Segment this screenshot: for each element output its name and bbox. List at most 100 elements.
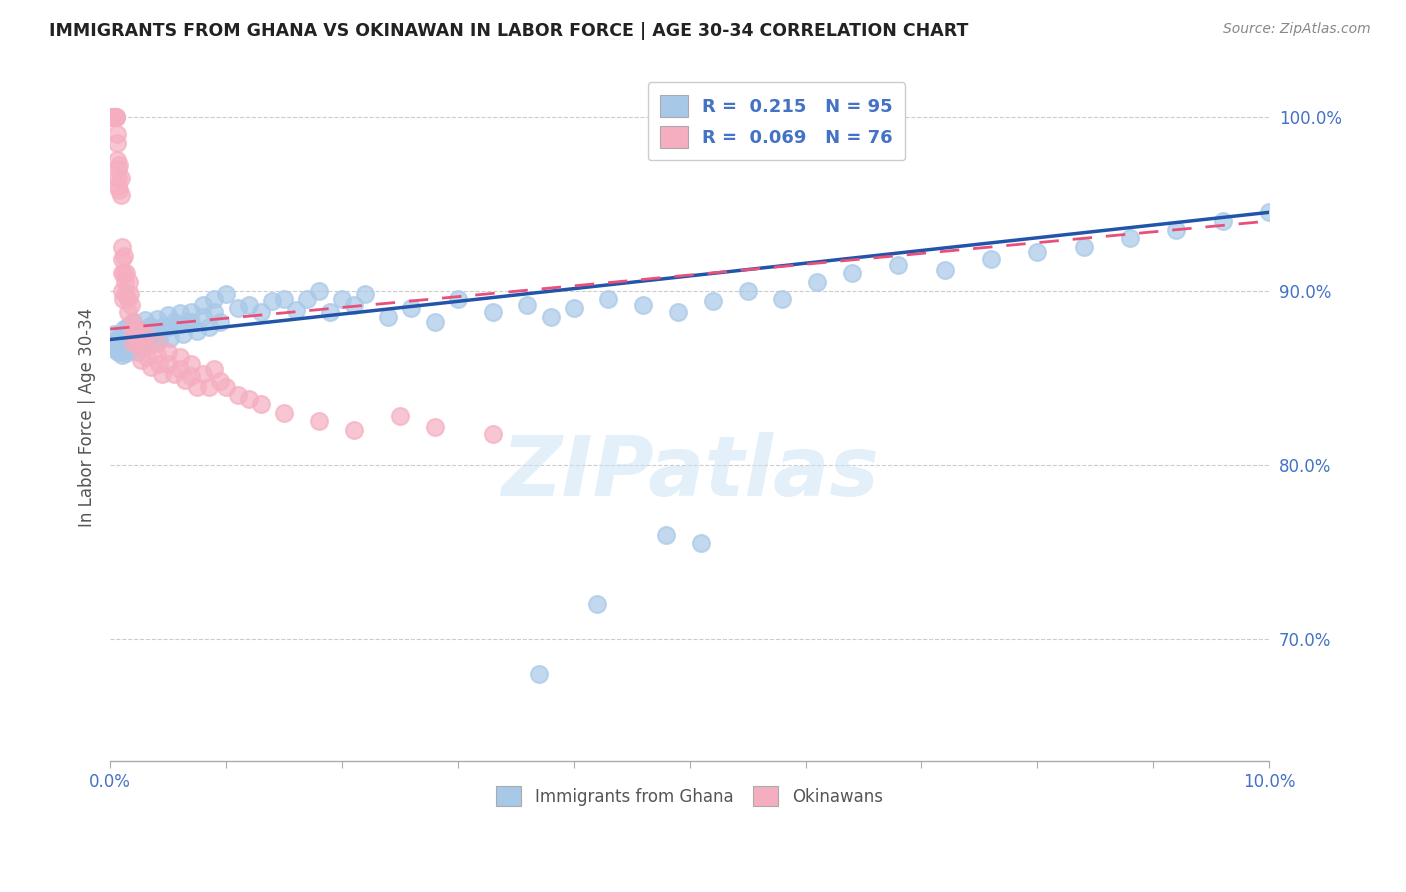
Point	[136, 350, 159, 364]
Point	[308, 414, 330, 428]
Point	[540, 310, 562, 324]
Point	[169, 317, 191, 331]
Point	[131, 339, 153, 353]
Point	[250, 304, 273, 318]
Point	[423, 419, 446, 434]
Point	[107, 161, 129, 176]
Point	[117, 318, 139, 333]
Point	[101, 110, 124, 124]
Point	[108, 158, 131, 172]
Point	[134, 324, 156, 338]
Point	[138, 318, 160, 333]
Point	[145, 324, 167, 338]
Point	[163, 368, 186, 382]
Point	[209, 374, 232, 388]
Point	[934, 262, 956, 277]
Point	[110, 188, 132, 202]
Point	[103, 110, 125, 124]
Point	[702, 294, 724, 309]
Point	[122, 315, 145, 329]
Point	[163, 315, 186, 329]
Point	[586, 597, 609, 611]
Point	[388, 409, 411, 424]
Point	[139, 360, 162, 375]
Point	[1212, 214, 1234, 228]
Point	[423, 315, 446, 329]
Point	[111, 284, 134, 298]
Point	[1026, 245, 1049, 260]
Point	[633, 298, 655, 312]
Legend: Immigrants from Ghana, Okinawans: Immigrants from Ghana, Okinawans	[488, 778, 891, 814]
Point	[191, 298, 214, 312]
Point	[273, 406, 295, 420]
Point	[295, 293, 318, 307]
Point	[145, 348, 167, 362]
Point	[204, 304, 226, 318]
Point	[114, 334, 136, 349]
Point	[174, 373, 197, 387]
Point	[104, 343, 127, 357]
Point	[120, 298, 142, 312]
Point	[191, 310, 214, 324]
Text: ZIPatlas: ZIPatlas	[501, 432, 879, 513]
Point	[104, 333, 127, 347]
Point	[134, 327, 156, 342]
Point	[127, 344, 149, 359]
Point	[104, 110, 127, 124]
Point	[136, 334, 159, 349]
Point	[169, 362, 191, 376]
Point	[169, 306, 191, 320]
Point	[122, 336, 145, 351]
Point	[104, 110, 127, 124]
Point	[120, 327, 142, 342]
Point	[157, 320, 180, 334]
Point	[284, 302, 307, 317]
Point	[226, 388, 249, 402]
Point	[124, 322, 146, 336]
Point	[330, 293, 353, 307]
Point	[117, 293, 139, 307]
Point	[666, 304, 689, 318]
Point	[118, 331, 141, 345]
Point	[104, 110, 127, 124]
Point	[115, 266, 138, 280]
Point	[124, 324, 146, 338]
Point	[118, 287, 141, 301]
Point	[342, 298, 364, 312]
Point	[186, 324, 208, 338]
Point	[131, 353, 153, 368]
Point	[142, 336, 165, 351]
Point	[980, 252, 1002, 267]
Point	[101, 110, 124, 124]
Point	[157, 344, 180, 359]
Point	[134, 313, 156, 327]
Point	[111, 240, 134, 254]
Point	[111, 293, 134, 307]
Point	[111, 348, 134, 362]
Point	[159, 331, 181, 345]
Point	[481, 304, 503, 318]
Point	[308, 284, 330, 298]
Point	[104, 110, 127, 124]
Point	[125, 334, 148, 349]
Point	[100, 110, 122, 124]
Point	[191, 368, 214, 382]
Y-axis label: In Labor Force | Age 30-34: In Labor Force | Age 30-34	[79, 308, 96, 526]
Point	[111, 252, 134, 267]
Point	[112, 249, 135, 263]
Point	[118, 275, 141, 289]
Point	[112, 322, 135, 336]
Point	[122, 315, 145, 329]
Point	[157, 308, 180, 322]
Point	[134, 339, 156, 353]
Point	[354, 287, 377, 301]
Point	[110, 170, 132, 185]
Point	[105, 127, 128, 141]
Point	[112, 266, 135, 280]
Point	[527, 667, 550, 681]
Point	[169, 350, 191, 364]
Point	[103, 110, 125, 124]
Point	[209, 315, 232, 329]
Point	[114, 287, 136, 301]
Point	[226, 301, 249, 315]
